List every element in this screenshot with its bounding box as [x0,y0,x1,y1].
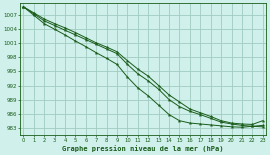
X-axis label: Graphe pression niveau de la mer (hPa): Graphe pression niveau de la mer (hPa) [62,145,224,152]
